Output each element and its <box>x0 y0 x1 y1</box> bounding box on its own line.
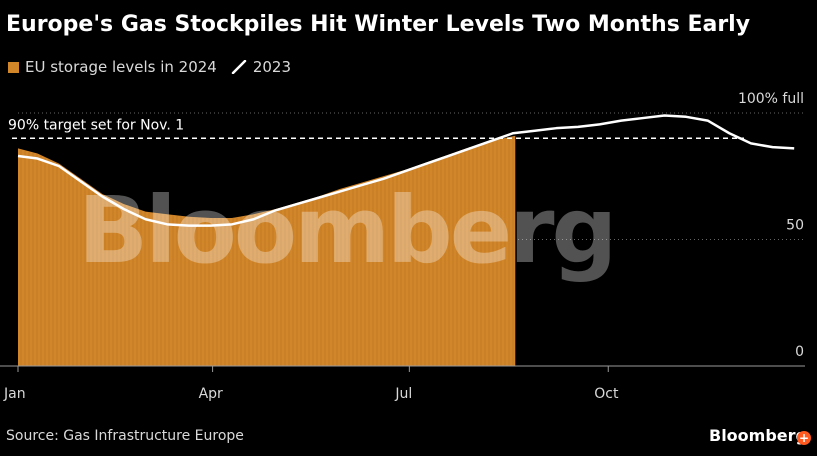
legend: EU storage levels in 2024 2023 <box>8 58 305 76</box>
legend-item-2024: EU storage levels in 2024 <box>8 58 217 76</box>
legend-label-2024: EU storage levels in 2024 <box>25 58 217 76</box>
x-tick-label-Oct: Oct <box>594 386 619 402</box>
x-tick-label-Jul: Jul <box>394 386 412 402</box>
y-tick-label-0: 0 <box>795 344 804 360</box>
legend-label-2023: 2023 <box>252 58 292 76</box>
y-tick-label-50: 50 <box>786 218 804 234</box>
brand-logo: Bloomberg <box>709 426 807 445</box>
legend-swatch-2024 <box>8 61 19 73</box>
watermark-logo: Bloomberg <box>78 177 614 284</box>
y-tick-label-100: 100% full <box>738 91 804 107</box>
chart-title: Europe's Gas Stockpiles Hit Winter Level… <box>6 12 751 37</box>
x-tick-label-Jan: Jan <box>3 386 26 402</box>
zoom-in-icon[interactable]: + <box>797 431 811 445</box>
target-label: 90% target set for Nov. 1 <box>8 117 184 133</box>
x-tick-label-Apr: Apr <box>199 386 223 402</box>
line-2023 <box>17 114 795 227</box>
legend-item-2023: 2023 <box>231 58 291 76</box>
legend-swatch-2023-icon <box>231 60 247 74</box>
area-2024 <box>18 135 516 366</box>
source-note: Source: Gas Infrastructure Europe <box>6 428 244 444</box>
